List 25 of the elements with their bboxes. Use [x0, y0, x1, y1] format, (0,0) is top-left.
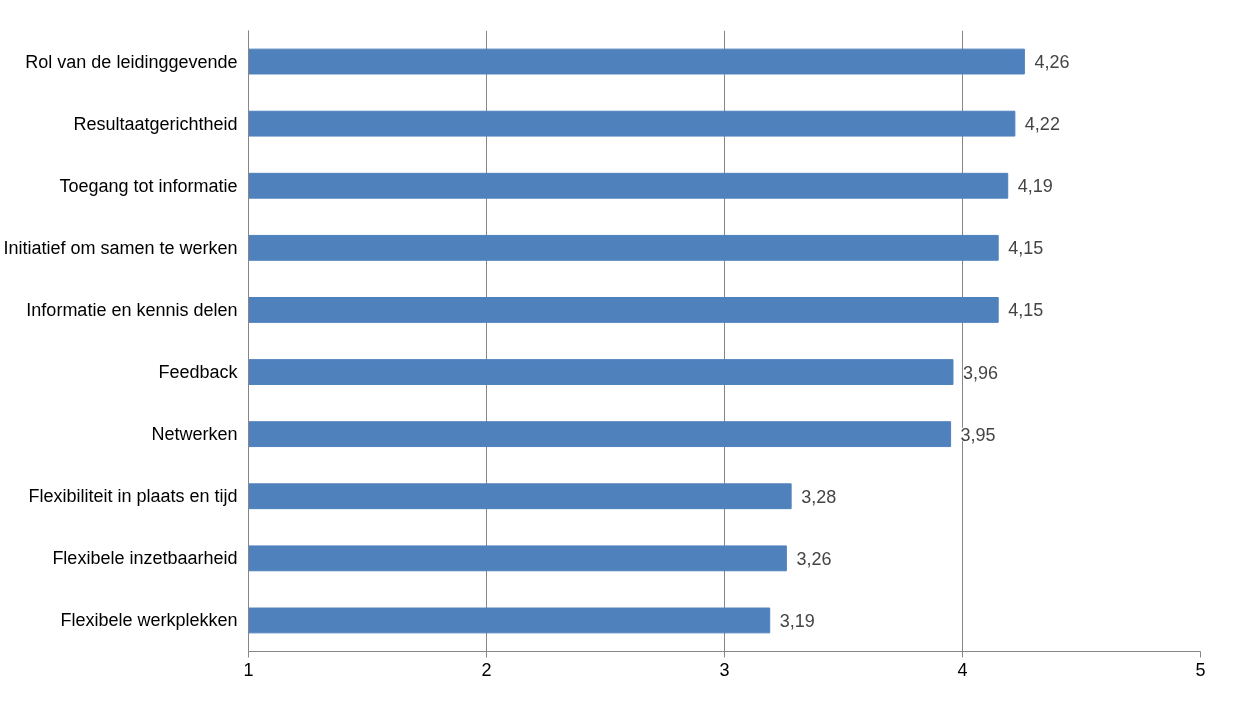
y-tick-label: Flexibele werkplekken: [60, 610, 238, 631]
data-label: 3,26: [796, 548, 832, 569]
y-tick-label: Rol van de leidinggevende: [25, 51, 238, 72]
x-tick-label: 3: [719, 659, 730, 680]
data-label: 3,28: [801, 486, 837, 507]
y-tick-label: Informatie en kennis delen: [26, 299, 238, 320]
y-tick-label: Netwerken: [151, 424, 238, 445]
data-label: 4,15: [1008, 238, 1044, 259]
x-tick-label: 2: [481, 659, 492, 680]
y-tick-label: Feedback: [158, 362, 239, 383]
data-label: 4,22: [1024, 114, 1060, 135]
x-tick-label: 1: [243, 659, 254, 680]
y-tick-label: Flexibele inzetbaarheid: [52, 548, 238, 569]
data-label: 4,26: [1034, 52, 1070, 73]
y-tick-label: Initiatief om samen te werken: [3, 237, 238, 258]
data-label: 3,95: [960, 424, 996, 445]
y-tick-label: Toegang tot informatie: [59, 175, 238, 196]
y-tick-label: Flexibiliteit in plaats en tijd: [28, 486, 238, 507]
y-tick-label: Resultaatgerichtheid: [73, 113, 238, 134]
data-label: 4,15: [1008, 300, 1044, 321]
x-tick-label: 4: [957, 659, 968, 680]
data-label: 3,19: [779, 610, 815, 631]
x-tick-label: 5: [1195, 659, 1206, 680]
data-label: 3,96: [962, 362, 999, 383]
data-label: 4,19: [1017, 176, 1053, 197]
